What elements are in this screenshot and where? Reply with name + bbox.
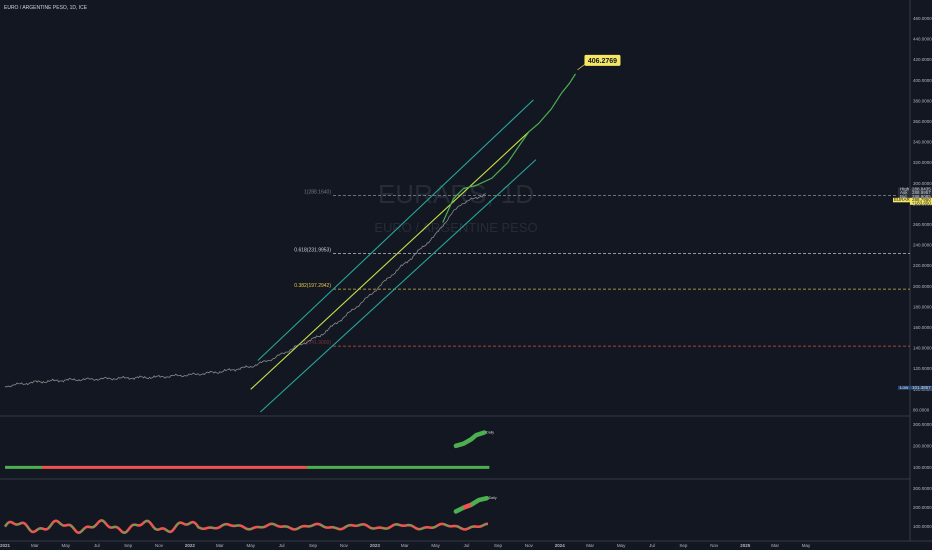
- fib-level-label: 0(141.9000): [304, 340, 331, 346]
- y-tick-label: 300.0000: [913, 422, 932, 427]
- y-tick-label: 360.0000: [913, 119, 932, 124]
- x-tick-label: Nov: [155, 543, 164, 548]
- y-tick-label: 300.0000: [913, 181, 932, 186]
- indicator-blob-red: [462, 502, 472, 510]
- y-tick-label: 320.0000: [913, 160, 932, 165]
- x-tick-label: Nov: [710, 543, 719, 548]
- x-tick-label: Nov: [340, 543, 349, 548]
- x-tick-label: May: [802, 543, 811, 548]
- x-tick-label: 2024: [555, 543, 566, 548]
- y-tick-label: 380.0000: [913, 98, 932, 103]
- symbol-watermark: EURARS, 1D EURO / ARGENTINE PESO: [374, 179, 537, 235]
- y-tick-label: 100.0000: [913, 524, 932, 529]
- price-series-layer: 406.2769: [4, 54, 621, 388]
- badge-value-box: [910, 197, 932, 205]
- y-tick-label: 440.0000: [913, 37, 932, 42]
- projection-line: [442, 73, 576, 223]
- y-tick-label: 180.0000: [913, 304, 932, 309]
- x-tick-label: 2025: [740, 543, 751, 548]
- y-tick-label: 300.0000: [913, 486, 932, 491]
- indicator-blob: [453, 430, 487, 449]
- x-tick-label: Sep: [494, 543, 503, 548]
- badge-box: [898, 194, 932, 199]
- badge-label: High: [900, 187, 910, 192]
- x-tick-label: Jul: [94, 543, 100, 548]
- y-tick-label: 200.0000: [913, 505, 932, 510]
- badge-label: Low: [900, 385, 909, 390]
- channel-line-middle: [250, 131, 530, 390]
- badge-value-change: +183.850: [912, 201, 931, 206]
- x-tick-label: May: [431, 543, 440, 548]
- y-tick-label: 460.0000: [913, 16, 932, 21]
- indicator-layer: Daily Daily: [3, 430, 497, 535]
- x-tick-label: Sep: [124, 543, 133, 548]
- badge-symbol-box: [893, 197, 910, 203]
- y-tick-label: 200.0000: [913, 284, 932, 289]
- x-tick-label: Jul: [649, 543, 655, 548]
- symbol-title: EURO / ARGENTINE PESO, 1D, ICE: [4, 5, 88, 11]
- y-tick-label: 120.0000: [913, 366, 932, 371]
- x-tick-label: Jul: [279, 543, 285, 548]
- x-tick-label: May: [246, 543, 255, 548]
- channel-line-lower: [259, 159, 537, 413]
- x-tick-label: Mar: [771, 543, 779, 548]
- x-tick-label: Sep: [309, 543, 318, 548]
- price-callout-leader: [577, 63, 586, 71]
- x-tick-label: Mar: [31, 543, 39, 548]
- badge-value: 288.7950: [912, 197, 931, 202]
- badge-box: [898, 187, 932, 192]
- indicator-wave-overlay: [4, 519, 489, 534]
- fib-level-label: 0.618(231.9953): [294, 247, 331, 253]
- x-tick-label: 2022: [185, 543, 196, 548]
- y-tick-label: 200.0000: [913, 443, 932, 448]
- x-tick-label: 2021: [0, 543, 11, 548]
- fib-level-label: 0.382(197.2942): [294, 283, 331, 289]
- y-tick-label: 260.0000: [913, 222, 932, 227]
- badge-value: 101.3857: [912, 385, 931, 390]
- indicator-blob: [453, 495, 490, 514]
- badge-label: Bid: [900, 194, 907, 199]
- badge-box: [898, 385, 932, 390]
- indicator-label: Daily: [489, 496, 497, 500]
- y-tick-label: 420.0000: [913, 57, 932, 62]
- x-tick-label: Mar: [401, 543, 409, 548]
- price-callout-text: 406.2769: [588, 58, 617, 65]
- x-tick-label: Sep: [679, 543, 688, 548]
- time-axis[interactable]: 2021 Mar May Jul Sep Nov 2022 Mar May Jul Sep Nov 20…: [0, 543, 811, 548]
- channel-line-upper: [257, 99, 534, 361]
- regression-channel[interactable]: [250, 99, 537, 413]
- y-tick-label: 100.0000: [913, 465, 932, 470]
- x-tick-label: 2023: [370, 543, 381, 548]
- x-tick-label: May: [617, 543, 626, 548]
- badge-label: Ask: [900, 190, 908, 195]
- price-line: [4, 193, 486, 388]
- y-tick-label: 80.0000: [913, 407, 930, 412]
- y-tick-label: 340.0000: [913, 140, 932, 145]
- y-tick-label: 140.0000: [913, 346, 932, 351]
- fib-level-label: 1(288.1640): [304, 190, 331, 196]
- fib-levels: 1(288.1640) 0.618(231.9953) 0.382(197.2942…: [294, 190, 910, 347]
- badge-box: [898, 191, 932, 195]
- badge-symbol: EURARS: [894, 197, 913, 202]
- y-tick-label: 220.0000: [913, 263, 932, 268]
- y-tick-label: 160.0000: [913, 325, 932, 330]
- x-tick-label: May: [62, 543, 71, 548]
- x-tick-label: Jul: [464, 543, 470, 548]
- badge-value: 288.8435: [912, 187, 931, 192]
- price-callout-box: [584, 54, 621, 66]
- x-tick-label: Nov: [525, 543, 534, 548]
- y-tick-label: 400.0000: [913, 78, 932, 83]
- price-badges: High 288.8435 Ask 288.9957 Bid 288.9085EURARS…: [893, 187, 932, 390]
- x-tick-label: Mar: [216, 543, 224, 548]
- x-tick-label: Mar: [586, 543, 594, 548]
- badge-value: 288.9085: [912, 194, 931, 199]
- y-tick-label: 240.0000: [913, 243, 932, 248]
- watermark-symbol: EURARS, 1D: [378, 179, 534, 209]
- indicator-label: Daily: [486, 430, 494, 434]
- watermark-name: EURO / ARGENTINE PESO: [374, 220, 537, 235]
- badge-value: 288.9957: [912, 190, 931, 195]
